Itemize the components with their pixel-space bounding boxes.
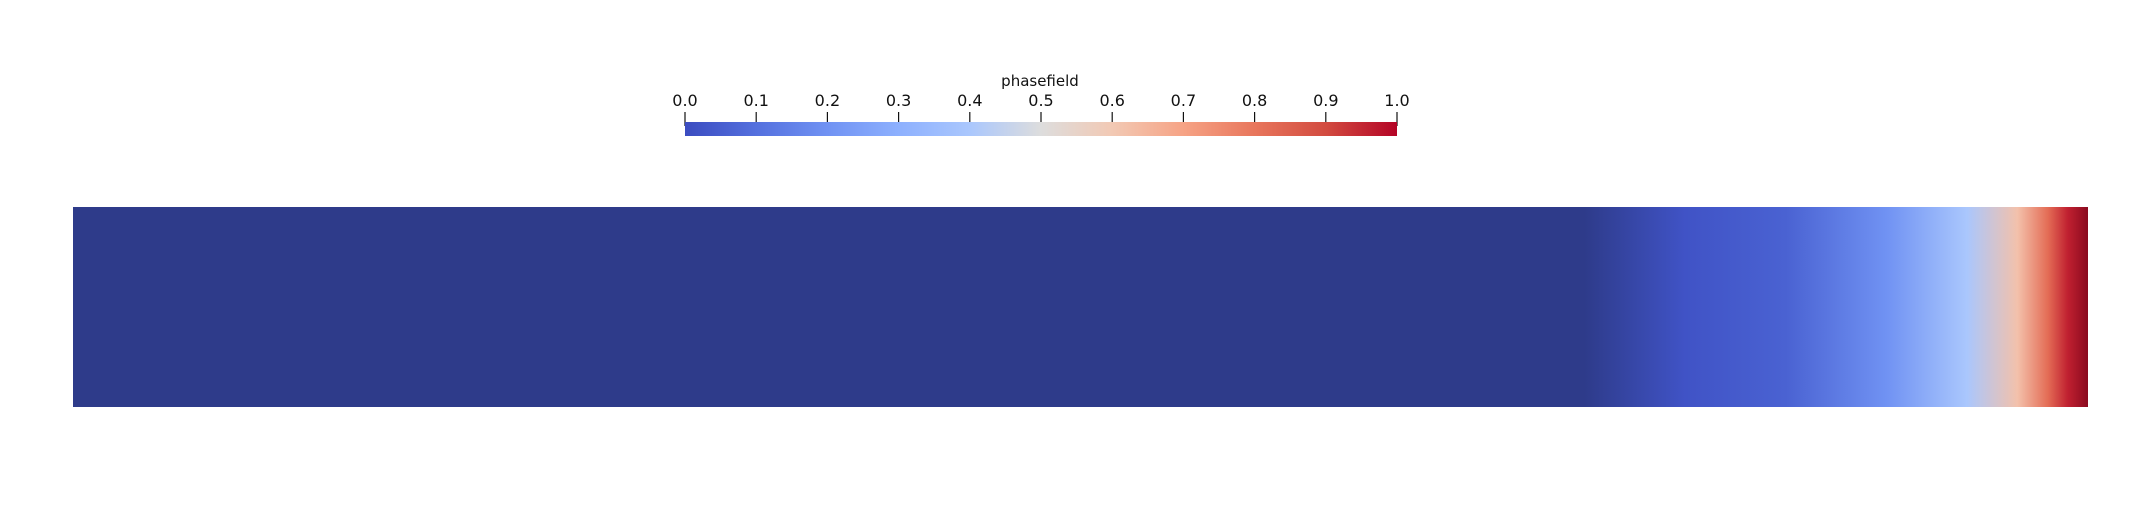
legend-title: phasefield [1001,72,1079,90]
legend-color-bar [685,122,1397,136]
legend-tick-label: 0.0 [672,91,697,110]
legend-tick-label: 0.9 [1313,91,1338,110]
legend-tick-label: 0.1 [743,91,768,110]
color-legend: phasefield 0.0 0.1 0.2 0.3 0.4 0.5 0.6 0.7 0.8 0.… [672,72,1410,136]
legend-tick-label: 0.2 [815,91,840,110]
legend-tick-label: 0.5 [1028,91,1053,110]
legend-tick-label: 1.0 [1384,91,1409,110]
legend-tick-label: 0.4 [957,91,982,110]
phasefield-domain [73,207,2088,407]
legend-ticks: 0.0 0.1 0.2 0.3 0.4 0.5 0.6 0.7 0.8 0.9 1.0 [672,91,1410,126]
legend-tick-label: 0.3 [886,91,911,110]
legend-tick-label: 0.8 [1242,91,1267,110]
legend-tick-label: 0.7 [1171,91,1196,110]
legend-tick-label: 0.6 [1099,91,1124,110]
